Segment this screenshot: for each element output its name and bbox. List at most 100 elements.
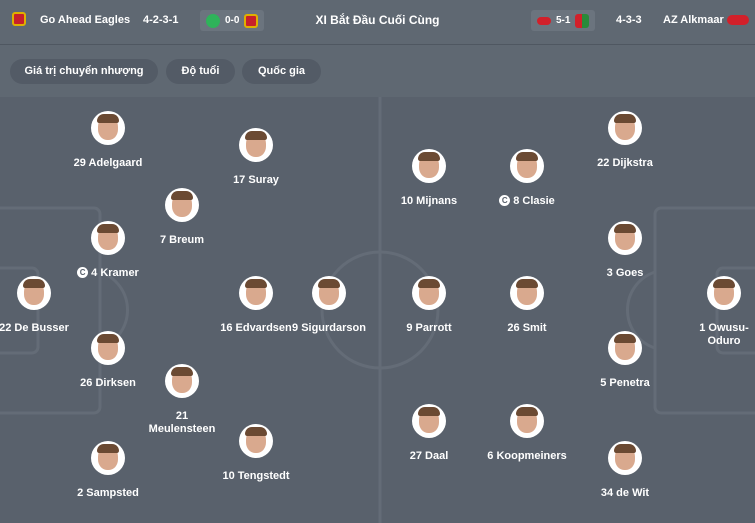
player-avatar[interactable] bbox=[510, 276, 544, 310]
player-avatar[interactable] bbox=[608, 111, 642, 145]
player-avatar[interactable] bbox=[510, 404, 544, 438]
player-avatar[interactable] bbox=[165, 188, 199, 222]
player-name: 3 Goes bbox=[606, 267, 644, 279]
filter-market-value[interactable]: Giá trị chuyển nhượng bbox=[10, 59, 158, 84]
player-away[interactable]: 9 Parrott bbox=[364, 276, 494, 335]
player-avatar[interactable] bbox=[608, 221, 642, 255]
player-label: 21 Meulensteen bbox=[117, 410, 247, 436]
player-label: 29 Adelgaard bbox=[43, 157, 173, 170]
player-label: 26 Smit bbox=[462, 322, 592, 335]
player-home[interactable]: 26 Dirksen bbox=[43, 331, 173, 390]
player-label: 5 Penetra bbox=[560, 377, 690, 390]
opponent-crest-icon bbox=[575, 13, 590, 28]
player-home[interactable]: 9 Sigurdarson bbox=[264, 276, 394, 335]
player-label: 22 Dijkstra bbox=[560, 157, 690, 170]
away-formation: 4-3-3 bbox=[616, 14, 642, 26]
player-avatar[interactable] bbox=[510, 149, 544, 183]
player-avatar[interactable] bbox=[165, 364, 199, 398]
player-home[interactable]: 17 Suray bbox=[191, 128, 321, 187]
home-formation: 4-2-3-1 bbox=[143, 14, 179, 26]
lineup-title: XI Bắt Đầu Cuối Cùng bbox=[315, 13, 440, 27]
player-name: 17 Suray bbox=[233, 174, 279, 186]
player-home[interactable]: 16 Edvardsen bbox=[191, 276, 321, 335]
player-label: 3 Goes bbox=[560, 267, 690, 280]
player-name: 4 Kramer bbox=[91, 267, 139, 279]
player-avatar[interactable] bbox=[312, 276, 346, 310]
player-label: 17 Suray bbox=[191, 174, 321, 187]
player-avatar[interactable] bbox=[91, 331, 125, 365]
home-last-result: 0-0 bbox=[225, 14, 240, 26]
player-label: 2 Sampsted bbox=[43, 487, 173, 500]
player-avatar[interactable] bbox=[239, 128, 273, 162]
player-name: 29 Adelgaard bbox=[73, 157, 143, 169]
player-label: 7 Breum bbox=[117, 234, 247, 247]
player-name: 1 Owusu- Oduro bbox=[699, 322, 749, 347]
player-name: 2 Sampsted bbox=[77, 487, 139, 499]
player-name: 6 Koopmeiners bbox=[487, 450, 567, 462]
player-name: 22 Dijkstra bbox=[597, 157, 653, 169]
player-avatar[interactable] bbox=[412, 276, 446, 310]
away-last-match-badge[interactable]: 5-1 bbox=[531, 10, 596, 31]
captain-icon: C bbox=[499, 195, 511, 206]
player-home[interactable]: 21 Meulensteen bbox=[117, 364, 247, 436]
player-label: 26 Dirksen bbox=[43, 377, 173, 390]
player-home[interactable]: 29 Adelgaard bbox=[43, 111, 173, 170]
player-label: 10 Tengstedt bbox=[191, 470, 321, 483]
player-away[interactable]: 6 Koopmeiners bbox=[462, 404, 592, 463]
captain-icon: C bbox=[77, 267, 89, 278]
pitch: 29 Adelgaard 17 Suray 7 Breum C 4 Kramer 22 D… bbox=[0, 97, 755, 523]
az-crest-icon bbox=[727, 15, 749, 25]
opponent-crest-icon bbox=[206, 13, 220, 28]
away-last-result: 5-1 bbox=[556, 14, 571, 26]
lineup-header: Go Ahead Eagles 4-2-3-1 0-0 XI Bắt Đầu C… bbox=[0, 0, 755, 45]
go-ahead-eagles-crest-icon bbox=[12, 12, 26, 26]
player-avatar[interactable] bbox=[239, 276, 273, 310]
filter-age[interactable]: Độ tuổi bbox=[166, 59, 235, 84]
player-label: 22 De Busser bbox=[0, 322, 99, 335]
player-home[interactable]: 10 Tengstedt bbox=[191, 424, 321, 483]
az-crest-icon bbox=[537, 16, 551, 25]
player-avatar[interactable] bbox=[608, 331, 642, 365]
player-home[interactable]: 22 De Busser bbox=[0, 276, 99, 335]
player-avatar[interactable] bbox=[707, 276, 741, 310]
player-away[interactable]: 3 Goes bbox=[560, 221, 690, 280]
player-away[interactable]: 26 Smit bbox=[462, 276, 592, 335]
player-avatar[interactable] bbox=[412, 149, 446, 183]
player-away[interactable]: 10 Mijnans bbox=[364, 149, 494, 208]
player-name: 10 Tengstedt bbox=[222, 470, 290, 482]
player-avatar[interactable] bbox=[412, 404, 446, 438]
player-label: 6 Koopmeiners bbox=[462, 450, 592, 463]
filter-bar: Giá trị chuyển nhượng Độ tuổi Quốc gia bbox=[0, 45, 755, 97]
player-away[interactable]: 1 Owusu- Oduro bbox=[659, 276, 755, 348]
player-avatar[interactable] bbox=[91, 111, 125, 145]
player-away[interactable]: 22 Dijkstra bbox=[560, 111, 690, 170]
player-avatar[interactable] bbox=[17, 276, 51, 310]
player-name: 9 Sigurdarson bbox=[292, 322, 366, 334]
player-avatar[interactable] bbox=[91, 441, 125, 475]
player-home[interactable]: 2 Sampsted bbox=[43, 441, 173, 500]
player-home[interactable]: 7 Breum bbox=[117, 188, 247, 247]
player-name: 7 Breum bbox=[159, 234, 205, 246]
player-name: 27 Daal bbox=[409, 450, 449, 462]
go-ahead-eagles-crest-icon bbox=[244, 13, 259, 28]
player-away[interactable]: 5 Penetra bbox=[560, 331, 690, 390]
player-avatar[interactable] bbox=[239, 424, 273, 458]
home-team-name[interactable]: Go Ahead Eagles bbox=[40, 14, 131, 26]
player-label: 9 Parrott bbox=[364, 322, 494, 335]
home-last-match-badge[interactable]: 0-0 bbox=[200, 10, 265, 31]
player-name: 5 Penetra bbox=[600, 377, 650, 389]
player-name: 26 Smit bbox=[507, 322, 547, 334]
filter-nationality[interactable]: Quốc gia bbox=[242, 59, 321, 84]
player-away[interactable]: 34 de Wit bbox=[560, 441, 690, 500]
player-name: 10 Mijnans bbox=[400, 195, 458, 207]
away-team-name[interactable]: AZ Alkmaar bbox=[663, 14, 724, 26]
player-away[interactable]: 27 Daal bbox=[364, 404, 494, 463]
player-avatar[interactable] bbox=[608, 441, 642, 475]
player-label: 27 Daal bbox=[364, 450, 494, 463]
player-name: 21 Meulensteen bbox=[148, 410, 216, 435]
player-avatar[interactable] bbox=[91, 221, 125, 255]
